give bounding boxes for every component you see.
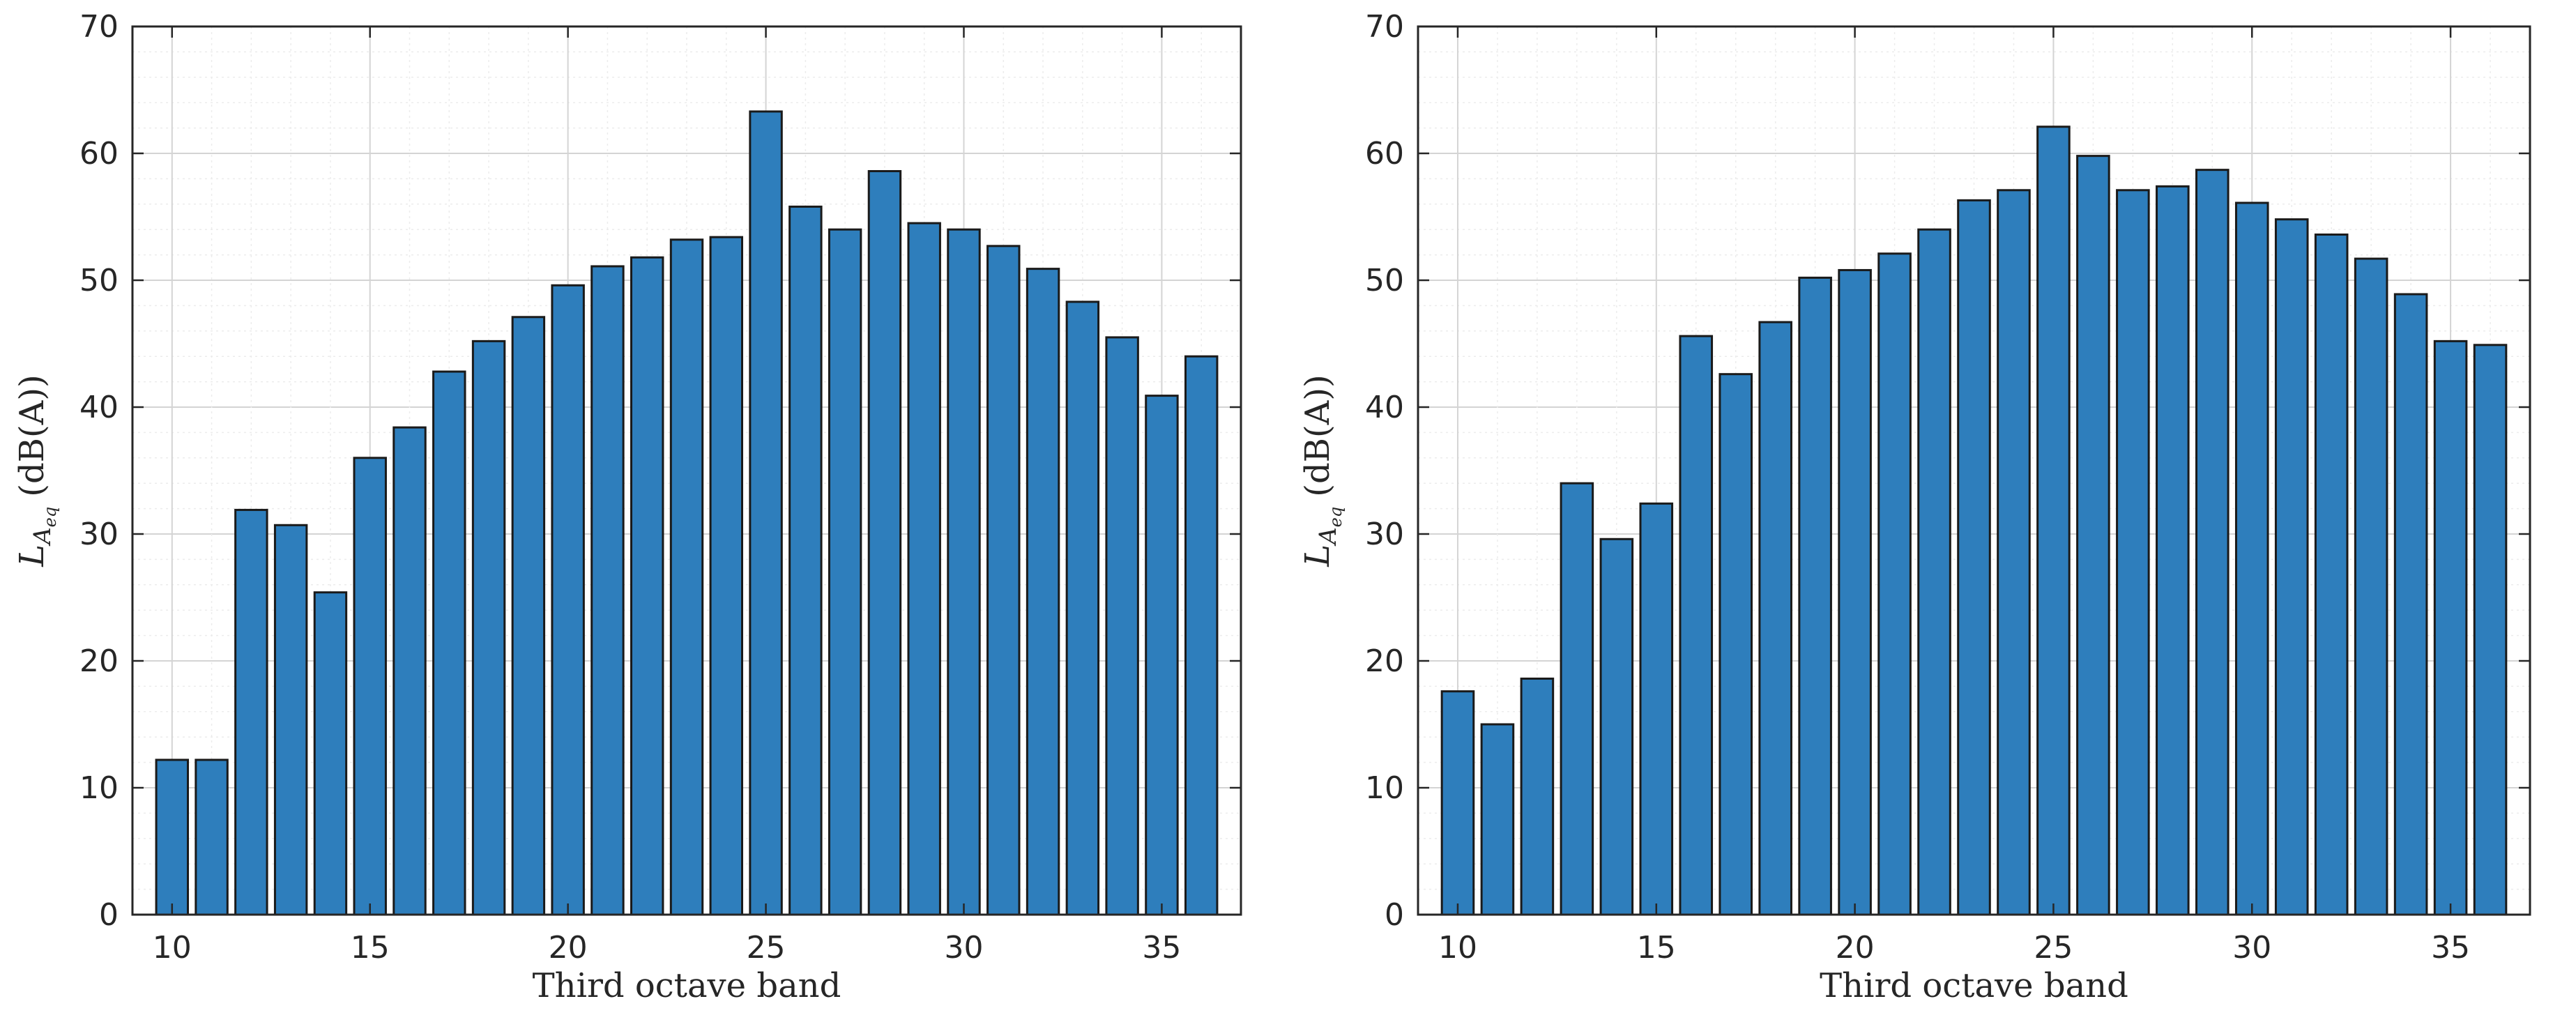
chart2-bar-31 xyxy=(2274,218,2309,916)
chart1-bar-17 xyxy=(432,370,466,916)
chart1-bar-10 xyxy=(155,758,189,916)
chart2-xtick-label: 15 xyxy=(1637,930,1676,966)
chart2-ticks: 0 10 20 30 40 50 60 70 10 15 20 25 30 35 xyxy=(1365,9,2530,966)
chart2-bar-23 xyxy=(1957,199,1991,916)
chart2-bar-17 xyxy=(1718,373,1753,916)
chart1-xtick-label: 20 xyxy=(549,930,588,966)
chart2-xtick-label: 35 xyxy=(2431,930,2470,966)
chart2-bar-16 xyxy=(1679,335,1714,916)
chart1-bar-21 xyxy=(590,265,625,916)
chart1-ytick-label: 40 xyxy=(79,390,119,425)
chart2-bar-10 xyxy=(1440,690,1475,916)
chart2-bar-33 xyxy=(2354,257,2388,916)
chart1-bar-15 xyxy=(353,457,387,916)
chart2-bar-27 xyxy=(2116,189,2150,916)
chart1-y-axis-label: LAeq(dB(A)) xyxy=(13,374,60,567)
chart1-bar-27 xyxy=(828,228,862,916)
chart2-xtick-label: 30 xyxy=(2232,930,2271,966)
chart2-bar-21 xyxy=(1877,252,1912,916)
chart2-bar-15 xyxy=(1639,502,1674,916)
chart1-ytick-label: 0 xyxy=(99,897,119,933)
chart1-bar-34 xyxy=(1105,336,1139,916)
chart2-x-axis-label: Third octave band xyxy=(1820,966,2128,1005)
chart2-ytick-label: 0 xyxy=(1385,897,1404,933)
chart1-xtick-label: 35 xyxy=(1142,930,1181,966)
chart1-bar-26 xyxy=(788,205,823,916)
chart1-bar-28 xyxy=(867,169,902,916)
chart1-ytick-label: 50 xyxy=(79,263,119,298)
chart1-bar-33 xyxy=(1065,300,1100,916)
chart2-xtick-label: 20 xyxy=(1836,930,1875,966)
chart2-ytick-label: 40 xyxy=(1365,390,1404,425)
chart1-bar-20 xyxy=(551,284,585,916)
chart1-bars xyxy=(155,110,1219,916)
chart-left: 0 10 20 30 40 50 60 70 10 15 20 25 30 35 Third octave … xyxy=(13,9,1242,1005)
chart2-bar-35 xyxy=(2433,340,2468,916)
chart1-ytick-label: 70 xyxy=(79,9,119,45)
chart2-bar-19 xyxy=(1798,276,1832,916)
chart1-bar-13 xyxy=(273,524,308,916)
chart2-bar-12 xyxy=(1520,677,1555,916)
chart1-axes-box xyxy=(131,25,1242,916)
chart1-bar-31 xyxy=(986,245,1021,916)
chart1-bar-24 xyxy=(709,236,743,916)
chart2-bar-28 xyxy=(2156,185,2190,916)
chart1-xtick-label: 15 xyxy=(351,930,390,966)
chart2-bar-13 xyxy=(1560,482,1594,916)
chart2-ytick-label: 60 xyxy=(1365,136,1404,171)
chart1-bar-16 xyxy=(393,426,427,916)
chart1-xtick-label: 10 xyxy=(153,930,192,966)
chart1-ytick-label: 60 xyxy=(79,136,119,171)
chart1-bar-14 xyxy=(313,591,348,916)
chart1-ticks: 0 10 20 30 40 50 60 70 10 15 20 25 30 35 xyxy=(79,9,1241,966)
chart2-bar-25 xyxy=(2036,125,2071,916)
chart2-bar-36 xyxy=(2473,344,2508,916)
chart2-bar-14 xyxy=(1599,537,1634,916)
chart2-bar-24 xyxy=(1997,189,2031,916)
chart2-y-axis-label: LAeq(dB(A)) xyxy=(1298,374,1346,567)
chart1-bar-12 xyxy=(234,508,268,916)
chart1-x-axis-label: Third octave band xyxy=(533,966,841,1005)
chart1-xtick-label: 25 xyxy=(747,930,786,966)
chart1-bar-32 xyxy=(1026,268,1060,916)
chart2-bar-20 xyxy=(1838,268,1872,916)
chart2-ytick-label: 10 xyxy=(1365,770,1404,806)
chart1-ytick-label: 10 xyxy=(79,770,119,806)
chart1-bar-35 xyxy=(1145,395,1179,916)
chart2-bar-26 xyxy=(2076,155,2110,916)
chart2-bar-11 xyxy=(1480,723,1515,916)
chart1-ytick-label: 30 xyxy=(79,517,119,552)
chart1-bar-19 xyxy=(511,316,546,916)
chart1-bar-36 xyxy=(1184,355,1219,916)
chart1-xtick-label: 30 xyxy=(945,930,984,966)
chart1-bar-25 xyxy=(749,110,783,916)
chart1-bar-22 xyxy=(630,256,664,916)
chart2-ytick-label: 30 xyxy=(1365,517,1404,552)
chart2-ytick-label: 50 xyxy=(1365,263,1404,298)
chart2-bar-18 xyxy=(1758,321,1792,916)
chart2-xtick-label: 10 xyxy=(1438,930,1477,966)
chart1-bar-18 xyxy=(471,340,506,916)
chart1-bar-23 xyxy=(669,238,704,916)
chart2-bar-34 xyxy=(2393,293,2428,916)
chart2-bar-22 xyxy=(1917,228,1951,916)
chart2-axes-box xyxy=(1417,25,2531,916)
chart2-ytick-label: 70 xyxy=(1365,9,1404,45)
chart2-bar-29 xyxy=(2195,169,2230,916)
chart1-bar-30 xyxy=(947,228,981,916)
chart1-ytick-label: 20 xyxy=(79,643,119,679)
chart2-ytick-label: 20 xyxy=(1365,643,1404,679)
chart2-bar-30 xyxy=(2234,201,2269,916)
chart-right: 0 10 20 30 40 50 60 70 10 15 20 25 30 35 Third octave … xyxy=(1298,9,2531,1005)
chart2-bars xyxy=(1440,125,2508,916)
chart1-bar-11 xyxy=(195,758,229,916)
chart2-xtick-label: 25 xyxy=(2034,930,2073,966)
chart1-bar-29 xyxy=(907,222,941,916)
chart2-bar-32 xyxy=(2314,233,2349,916)
